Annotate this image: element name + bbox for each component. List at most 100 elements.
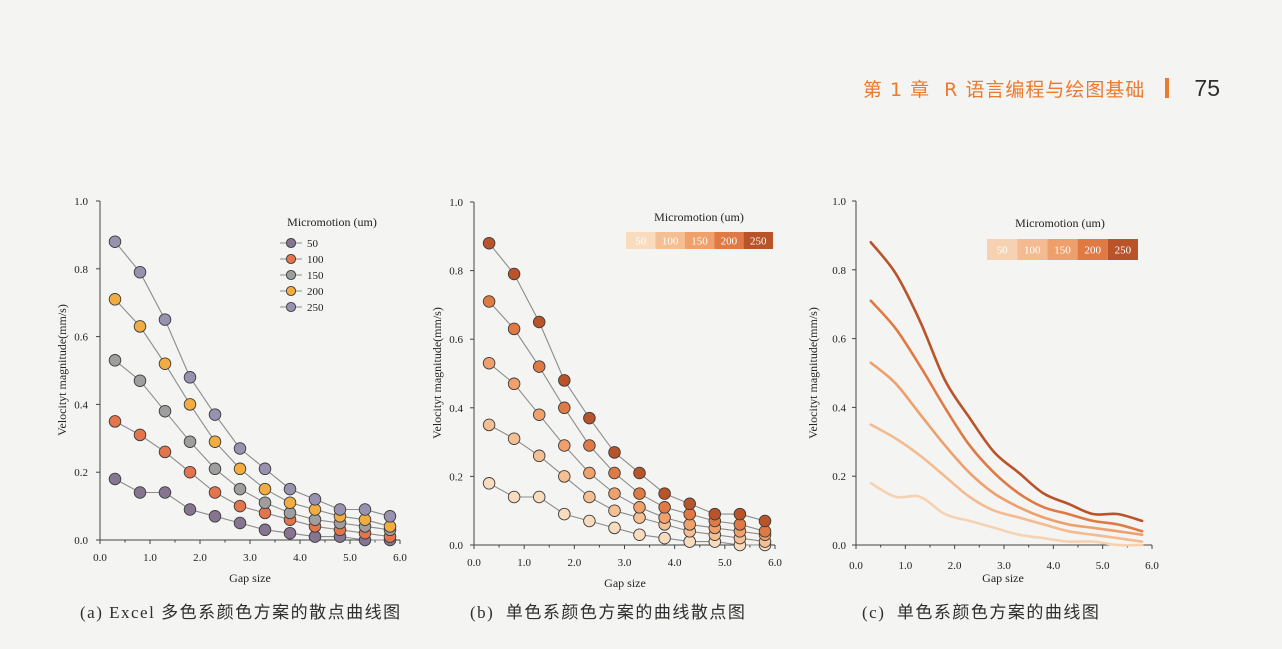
x-tick-label: 4.0 (1046, 560, 1060, 572)
series-250-point (183, 371, 197, 384)
x-axis-title: Gap size (982, 571, 1024, 585)
chart-a-multicolor-scatter-lines: 0.0 0.2 0.4 0.6 0.8 1.0 0.0 1.0 2.0 3.0 4.0 5.0 6.0 G… (55, 196, 407, 585)
series-50-point (133, 486, 147, 499)
series-50-point (233, 516, 247, 530)
y-tick-label: 1.0 (832, 196, 846, 208)
series-150-point (208, 462, 222, 476)
series-100-point (108, 415, 122, 428)
caption-a: (a) Excel 多色系颜色方案的散点曲线图 (80, 603, 402, 622)
legend-title: Micromotion (um) (287, 215, 377, 229)
legend-label: 150 (691, 236, 708, 248)
legend-label: 200 (721, 236, 738, 248)
series-50-point (507, 490, 521, 504)
series-200-point (158, 357, 172, 370)
series-100-line (869, 423, 1144, 543)
page-number: 75 (1194, 74, 1220, 101)
legend-marker-250 (285, 301, 297, 313)
x-tick-label: 0.0 (93, 552, 107, 564)
legend-marker-200 (285, 285, 297, 297)
series-250-point (507, 267, 521, 281)
legend-marker-50 (285, 237, 297, 249)
x-tick-label: 3.0 (997, 560, 1011, 572)
series-250-line (869, 241, 1144, 523)
series-250-line (488, 242, 766, 522)
y-tick-label: 0.4 (74, 399, 88, 411)
series-150-line (869, 361, 1144, 536)
running-header: 第 1 章 R 语言编程与绘图基础 75 (863, 74, 1220, 102)
series-200-point (183, 398, 197, 411)
y-tick-label: 0.4 (832, 402, 846, 414)
x-tick-label: 3.0 (618, 557, 632, 569)
y-tick-label: 0.4 (449, 403, 463, 415)
series-100-point (507, 432, 521, 445)
y-tick-label: 0.8 (832, 265, 846, 277)
y-tick-label: 1.0 (74, 196, 88, 208)
y-tick-label: 1.0 (449, 197, 463, 209)
series-250-point (258, 462, 272, 476)
series-250-point (158, 313, 172, 326)
series-200-point (208, 435, 222, 448)
series-150-point (258, 496, 272, 509)
x-tick-label: 2.0 (948, 560, 962, 572)
caption-b: (b) 单色系颜色方案的曲线散点图 (470, 603, 747, 622)
series-150-point (108, 354, 122, 367)
series-150-point (482, 356, 496, 370)
series-250-point (583, 411, 596, 425)
series-100-point (482, 418, 496, 432)
series-250-point (658, 487, 671, 500)
x-tick-label: 5.0 (718, 557, 732, 569)
series-250-point (758, 514, 772, 528)
series-50-point (532, 490, 546, 504)
legend-swatch-250 (1107, 239, 1138, 260)
series-100-point (183, 465, 197, 479)
series-250-point (532, 315, 546, 329)
y-tick-label: 0.0 (832, 540, 846, 552)
y-tick-label: 0.6 (449, 334, 463, 346)
series-200-point (482, 295, 496, 308)
series-150-point (183, 435, 197, 448)
series-200-point (108, 293, 122, 306)
series-150-point (133, 374, 147, 387)
series-50-point (208, 510, 222, 523)
series-100-point (558, 470, 571, 483)
legend-label: 250 (750, 236, 767, 248)
legend-label: 100 (662, 236, 679, 248)
x-tick-label: 1.0 (143, 552, 157, 564)
caption-c: (c) 单色系颜色方案的曲线图 (862, 603, 1101, 622)
legend-label: 150 (1054, 245, 1071, 257)
series-200-point (633, 487, 646, 500)
x-tick-label: 1.0 (517, 557, 531, 569)
y-tick-label: 0.2 (832, 471, 846, 483)
series-200-point (507, 322, 521, 336)
x-axis-title: Gap size (604, 576, 646, 590)
x-tick-label: 0.0 (467, 557, 481, 569)
series-250-point (333, 503, 347, 516)
series-200-line (869, 299, 1144, 533)
series-150-point (158, 404, 172, 418)
legend-label: 200 (307, 286, 324, 298)
series-150-point (633, 501, 646, 514)
y-tick-label: 0.2 (449, 471, 463, 483)
legend-label: 250 (1115, 245, 1132, 257)
legend-label: 50 (997, 245, 1009, 257)
series-150-point (507, 377, 521, 391)
legend-swatch-200 (1077, 239, 1108, 260)
legend-marker-150 (285, 269, 297, 281)
header-divider (1165, 78, 1170, 98)
x-tick-label: 0.0 (849, 560, 863, 572)
series-50-point (283, 526, 297, 540)
x-tick-label: 2.0 (567, 557, 581, 569)
series-250-point (683, 497, 696, 511)
series-100-point (208, 486, 222, 499)
y-tick-label: 0.6 (832, 334, 846, 346)
x-tick-label: 4.0 (668, 557, 682, 569)
series-50-point (158, 486, 172, 499)
figure-panels: 0.0 0.2 0.4 0.6 0.8 1.0 0.0 1.0 2.0 3.0 4.0 5.0 6.0 G… (55, 196, 1159, 590)
legend-swatch-100 (1017, 239, 1048, 260)
series-200-point (258, 482, 272, 496)
series-100-point (133, 428, 147, 442)
legend-label: 100 (1024, 245, 1041, 257)
x-tick-label: 6.0 (768, 557, 782, 569)
series-250-point (482, 236, 496, 250)
